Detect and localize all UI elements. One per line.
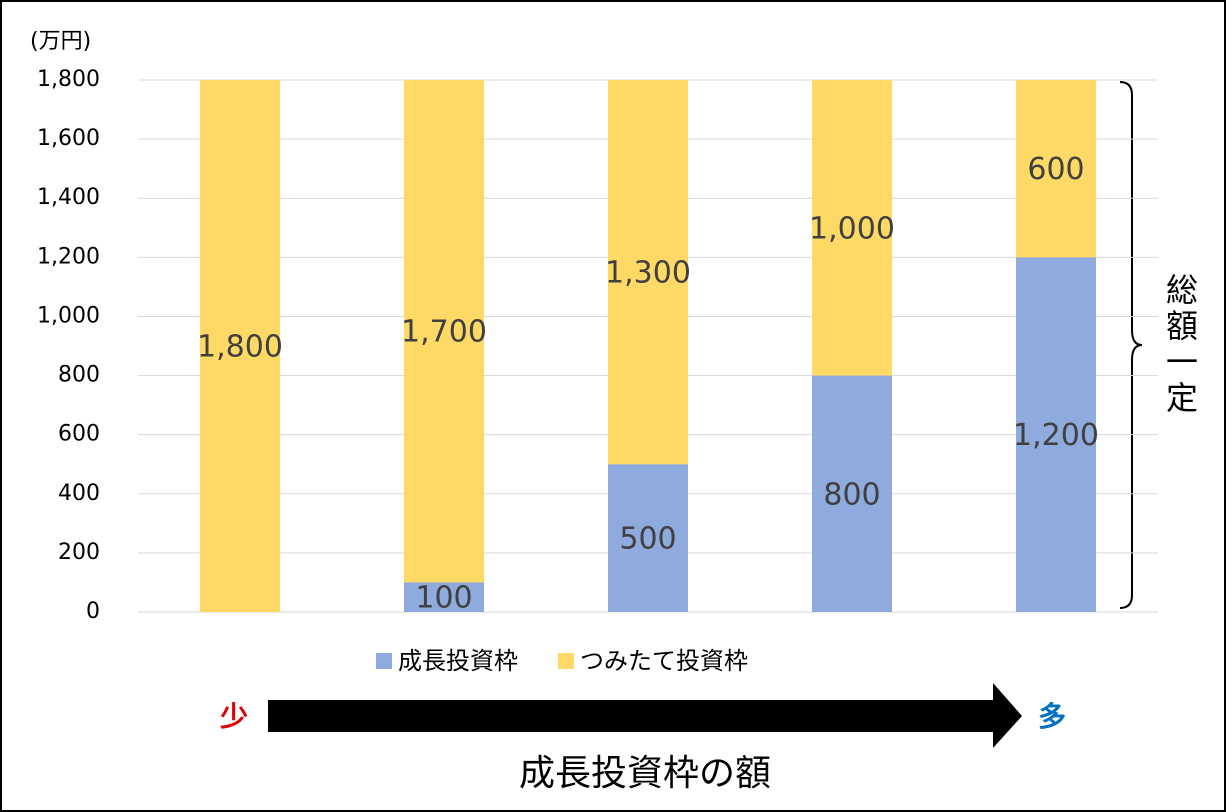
- bar-segment: [1016, 80, 1096, 258]
- bar-segment: [812, 375, 892, 612]
- bar-segment: [200, 80, 280, 612]
- data-label: 1,200: [1013, 418, 1099, 453]
- legend-swatch: [558, 653, 574, 669]
- high-label: 多: [1038, 700, 1066, 733]
- y-tick-label: 1,400: [37, 185, 100, 210]
- y-tick-label: 600: [58, 422, 100, 447]
- data-label: 1,000: [809, 211, 895, 246]
- y-tick-label: 1,600: [37, 126, 100, 151]
- data-label: 600: [1027, 152, 1084, 187]
- data-label: 500: [619, 522, 676, 557]
- y-tick-label: 1,200: [37, 244, 100, 269]
- y-tick-label: 400: [58, 481, 100, 506]
- unit-label: (万円): [30, 29, 91, 54]
- y-tick-label: 200: [58, 540, 100, 565]
- data-label: 1,300: [605, 256, 691, 291]
- y-tick-label: 1,800: [37, 67, 100, 92]
- bracket-label: 総額一定: [1161, 273, 1199, 417]
- data-label: 800: [823, 477, 880, 512]
- bar-segment: [608, 464, 688, 612]
- y-tick-label: 0: [86, 599, 100, 624]
- x-axis-label: 成長投資枠の額: [519, 753, 771, 794]
- bar-segment: [404, 80, 484, 583]
- y-tick-label: 1,000: [37, 303, 100, 328]
- data-label: 1,800: [197, 330, 283, 365]
- bar-segment: [404, 582, 484, 612]
- low-label: 少: [220, 700, 248, 733]
- bar-segment: [608, 80, 688, 465]
- arrow: [268, 683, 1022, 748]
- y-tick-label: 800: [58, 363, 100, 388]
- bar-segment: [812, 80, 892, 376]
- bracket: [1119, 81, 1143, 609]
- legend-label: つみたて投資枠: [580, 647, 748, 675]
- data-label: 1,700: [401, 315, 487, 350]
- legend-swatch: [376, 653, 392, 669]
- bar-segment: [1016, 257, 1096, 612]
- data-label: 100: [415, 581, 472, 616]
- legend-label: 成長投資枠: [398, 647, 518, 675]
